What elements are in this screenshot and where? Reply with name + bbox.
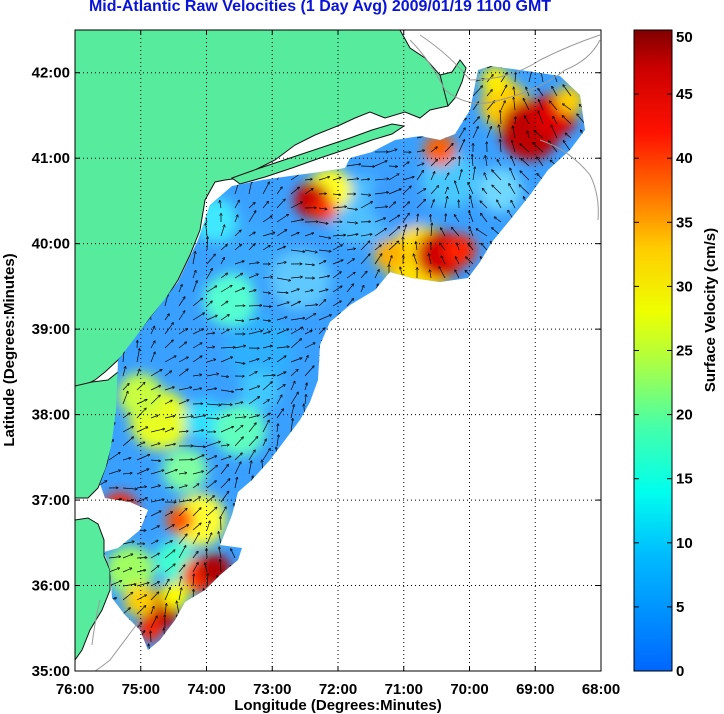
x-tick-label: 68:00 <box>582 681 620 698</box>
x-tick-label: 75:00 <box>122 681 160 698</box>
colorbar-tick-label: 40 <box>676 150 693 167</box>
colorbar-tick-label: 35 <box>676 214 693 231</box>
y-tick-label: 38:00 <box>32 407 70 424</box>
x-tick-label: 74:00 <box>187 681 225 698</box>
y-tick-label: 39:00 <box>32 321 70 338</box>
colorbar-tick-label: 30 <box>676 278 693 295</box>
colorbar-tick-label: 25 <box>676 343 693 360</box>
colorbar-tick-label: 10 <box>676 535 693 552</box>
colorbar-tick-label: 20 <box>676 407 693 424</box>
colorbar-tick-label: 0 <box>676 663 684 680</box>
y-axis-ticks: 42:00 41:00 40:00 39:00 38:00 37:00 36:00 35:00 <box>32 65 601 680</box>
x-tick-label: 70:00 <box>450 681 488 698</box>
x-axis-ticks: 76:00 75:00 74:00 73:00 72:00 71:00 70:00 69:00… <box>56 30 620 698</box>
grid-lines <box>75 30 601 671</box>
y-tick-label: 42:00 <box>32 65 70 82</box>
x-axis-label: Longitude (Degrees:Minutes) <box>234 697 442 714</box>
colorbar-tick-label: 5 <box>676 599 684 616</box>
x-tick-label: 76:00 <box>56 681 94 698</box>
x-tick-label: 71:00 <box>385 681 423 698</box>
chart-title: Mid-Atlantic Raw Velocities (1 Day Avg) … <box>88 0 552 15</box>
y-axis-label: Latitude (Degrees:Minutes) <box>1 253 18 446</box>
carolina-coast <box>75 517 111 661</box>
x-tick-label: 69:00 <box>516 681 554 698</box>
bathymetry-contours <box>91 34 601 671</box>
y-tick-label: 36:00 <box>32 578 70 595</box>
y-tick-label: 35:00 <box>32 663 70 680</box>
colorbar-tick-label: 45 <box>676 86 693 103</box>
cape-cod <box>439 59 467 108</box>
colorbar-label: Surface Velocity (cm/s) <box>702 228 719 392</box>
long-island <box>230 123 406 185</box>
colorbar-tick-label: 15 <box>676 471 693 488</box>
y-tick-label: 41:00 <box>32 150 70 167</box>
x-tick-label: 73:00 <box>253 681 291 698</box>
colorbar <box>633 29 673 672</box>
y-tick-label: 40:00 <box>32 236 70 253</box>
colorbar-tick-label: 50 <box>676 29 693 46</box>
x-tick-label: 72:00 <box>319 681 357 698</box>
y-tick-label: 37:00 <box>32 492 70 509</box>
